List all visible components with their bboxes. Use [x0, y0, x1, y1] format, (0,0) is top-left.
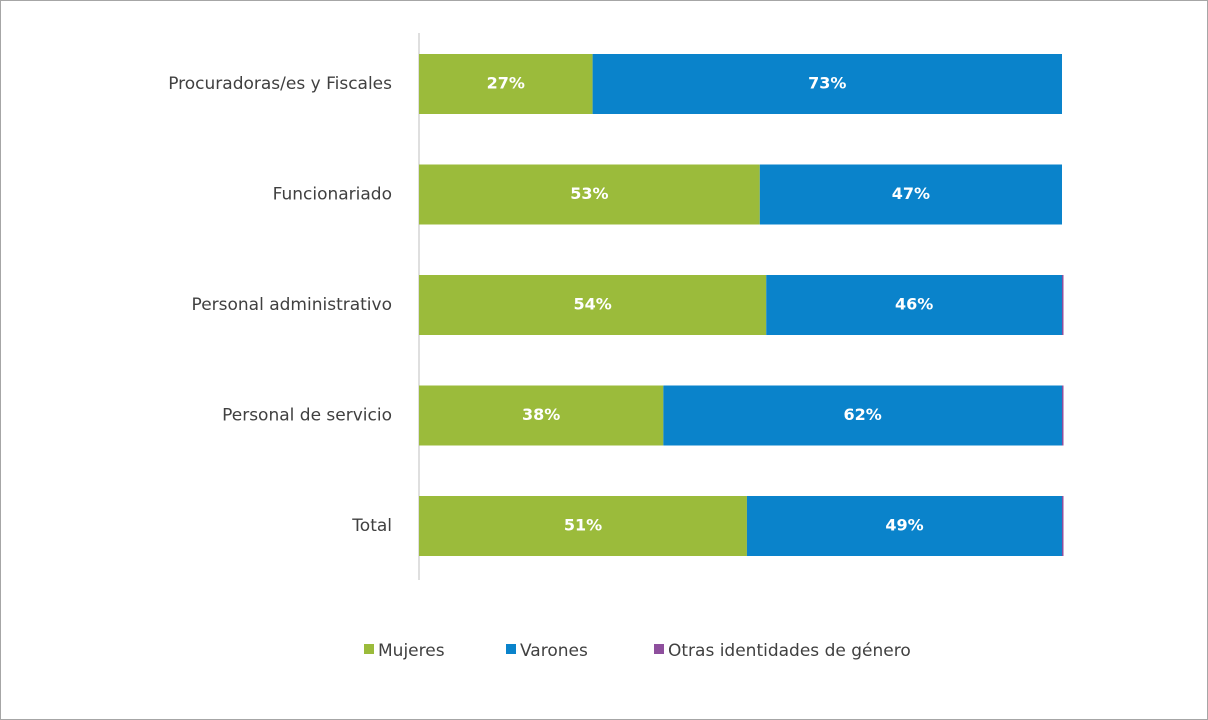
bar-segment [419, 275, 767, 335]
bar-segment [419, 54, 593, 114]
bar-segment [759, 164, 1062, 225]
bar-segment [663, 385, 1062, 446]
bar-segment [1062, 496, 1064, 556]
category-label: Total [351, 516, 392, 536]
data-label: 49% [885, 516, 923, 535]
bar-segment [592, 54, 1062, 114]
bar-segment [1062, 385, 1064, 446]
data-label: 46% [895, 295, 933, 314]
data-label: 54% [573, 295, 611, 314]
bar-segment [746, 496, 1062, 556]
legend-swatch [506, 644, 516, 654]
bar-segment [419, 385, 664, 446]
data-label: 27% [487, 74, 525, 93]
legend-label: Mujeres [378, 641, 445, 661]
bar-segment [419, 496, 747, 556]
data-label: 38% [522, 405, 560, 424]
legend-swatch [654, 644, 664, 654]
category-label: Personal administrativo [192, 295, 392, 315]
category-label: Funcionariado [273, 185, 392, 205]
data-label: 47% [892, 184, 930, 203]
data-label: 51% [564, 516, 602, 535]
bar-segment [419, 164, 760, 225]
bar-segment [766, 275, 1062, 335]
data-label: 53% [570, 184, 608, 203]
data-label: 73% [808, 74, 846, 93]
legend-swatch [364, 644, 374, 654]
category-label: Procuradoras/es y Fiscales [168, 74, 392, 94]
category-label: Personal de servicio [222, 406, 392, 426]
legend-label: Otras identidades de género [668, 641, 911, 661]
legend-label: Varones [520, 641, 588, 661]
bar-segment [1062, 275, 1064, 335]
data-label: 62% [844, 405, 882, 424]
